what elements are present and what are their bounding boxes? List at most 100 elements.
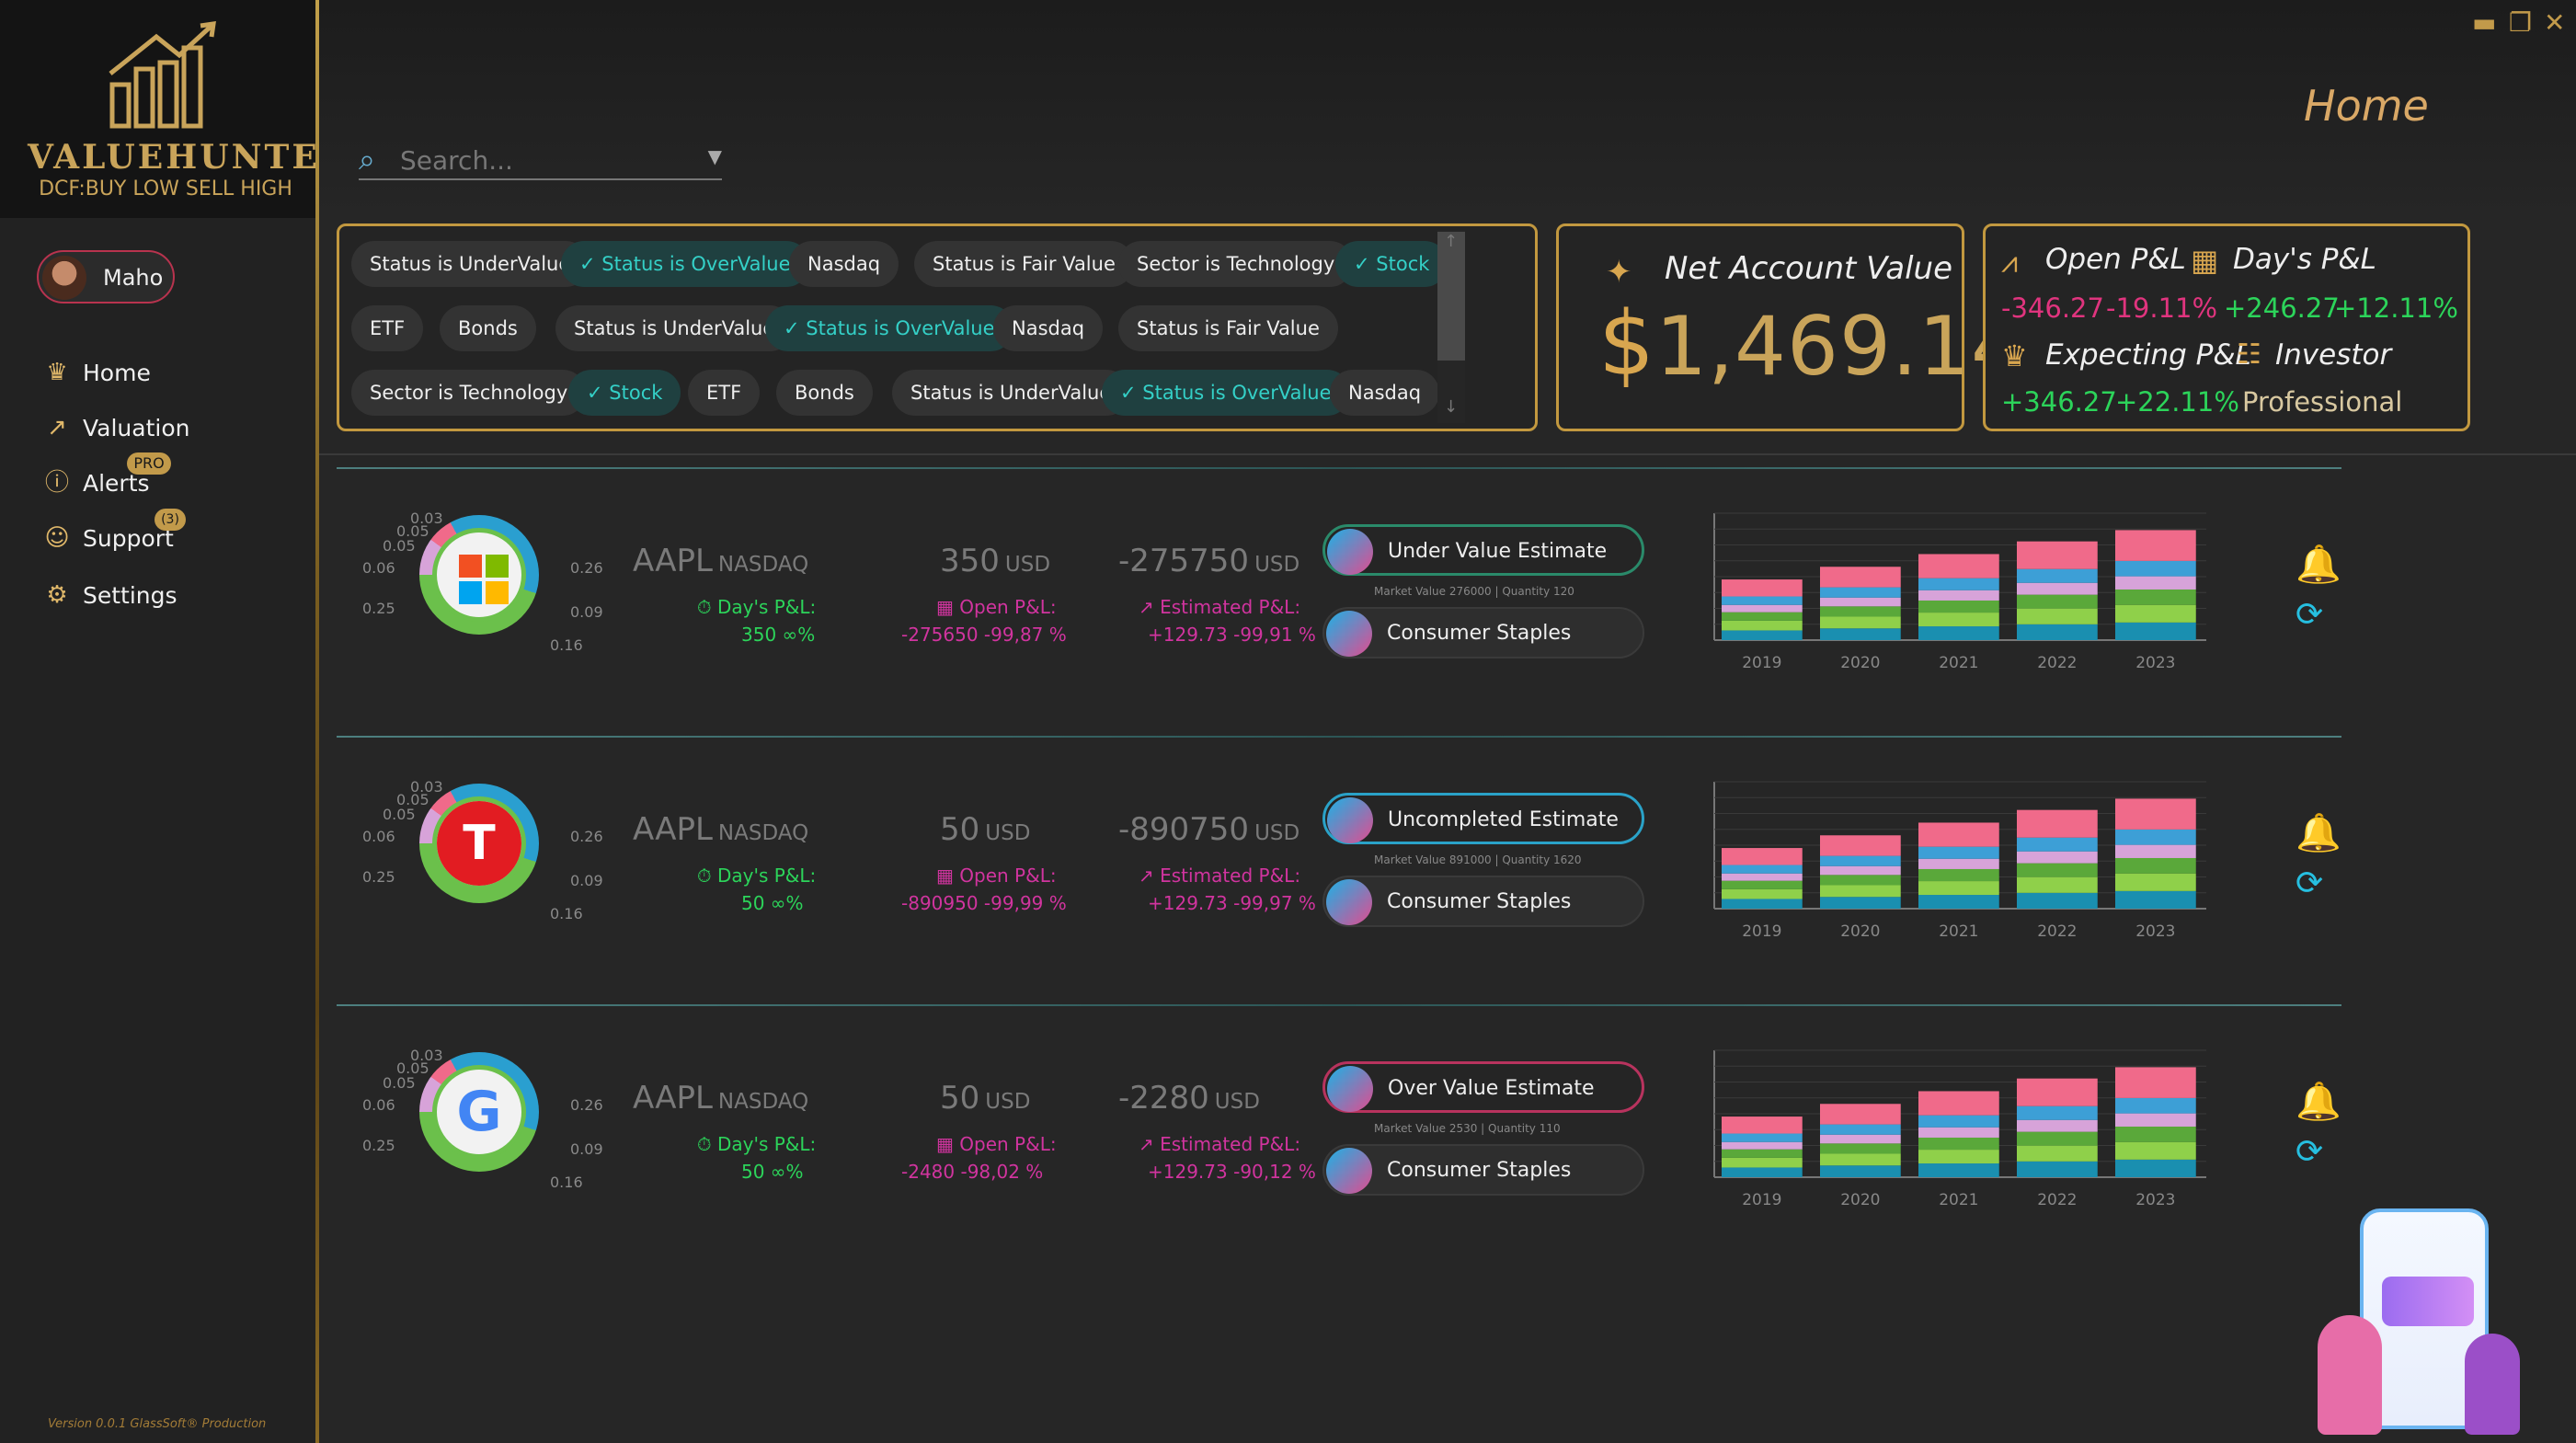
filter-chip[interactable]: ✓ Status is OverValue	[765, 305, 1013, 351]
day-pnl-label: ⏱ Day's P&L:	[697, 1133, 817, 1155]
bar-segment	[1918, 626, 1999, 640]
filter-chip[interactable]: ✓ Stock	[1335, 241, 1448, 287]
check-icon: ✓	[587, 382, 610, 404]
filter-chip[interactable]: Status is Fair Value	[914, 241, 1134, 287]
row-divider	[337, 1004, 2341, 1006]
filter-chip[interactable]: ✓ Stock	[568, 370, 681, 416]
donut-label: 0.09	[570, 1140, 603, 1158]
add-alert-icon[interactable]: 🔔	[2296, 544, 2341, 586]
filter-chip[interactable]: Status is Fair Value	[1118, 305, 1338, 351]
add-alert-icon[interactable]: 🔔	[2296, 1081, 2341, 1123]
maximize-button[interactable]: ❐	[2509, 7, 2533, 38]
bar-segment	[1722, 1141, 1803, 1150]
filter-chip-label: Status is Fair Value	[1137, 317, 1320, 339]
filter-chip-label: Sector is Technology	[370, 382, 568, 404]
market-value-hint: Market Value 2530 | Quantity 110	[1374, 1122, 1561, 1135]
filter-chip[interactable]: Status is UnderValue	[892, 370, 1130, 416]
filter-chip[interactable]: ✓ Status is OverValue	[561, 241, 809, 287]
bar-segment	[2017, 1145, 2098, 1162]
bar-segment	[2017, 608, 2098, 624]
chevron-down-icon[interactable]: ▼	[707, 145, 722, 167]
donut-label: 0.05	[396, 1059, 429, 1077]
sector-button[interactable]: Consumer Staples	[1322, 1144, 1644, 1196]
filter-chip[interactable]: Sector is Technology	[351, 370, 587, 416]
add-alert-icon[interactable]: 🔔	[2296, 812, 2341, 854]
filter-chip[interactable]: Sector is Technology	[1118, 241, 1354, 287]
filter-chip[interactable]: Bonds	[440, 305, 536, 351]
stock-row[interactable]: 0.03 0.05 0.05 0.06 0.25 0.26 0.09 0.16 …	[337, 460, 2341, 728]
bar-segment	[2115, 844, 2196, 858]
cost-value: -890750	[1118, 811, 1250, 848]
person-illustration	[2465, 1334, 2520, 1435]
bar-segment	[2017, 582, 2098, 595]
estimate-button[interactable]: Uncompleted Estimate	[1322, 793, 1644, 844]
bar	[1722, 848, 1803, 909]
bar-segment	[1722, 1117, 1803, 1134]
x-tick-label: 2021	[1939, 654, 1978, 672]
close-button[interactable]: ✕	[2544, 7, 2566, 38]
bar-segment	[2017, 624, 2098, 640]
refresh-icon[interactable]: ⟳	[2296, 596, 2324, 634]
estimate-button[interactable]: Under Value Estimate	[1322, 524, 1644, 576]
filter-chip-label: Stock	[609, 382, 663, 404]
filter-chip[interactable]: Bonds	[776, 370, 873, 416]
bar-segment	[1722, 899, 1803, 909]
open-pnl-text: Open P&L:	[959, 865, 1057, 887]
search-input[interactable]: ⌕ Search... ▼	[359, 140, 722, 180]
filter-chip[interactable]: ✓ Status is OverValue	[1102, 370, 1350, 416]
bar-segment	[2115, 1159, 2196, 1177]
filter-chip[interactable]: Status is UnderValue	[351, 241, 590, 287]
allocation-donut	[419, 515, 539, 635]
filter-chip[interactable]: Status is UnderValue	[555, 305, 794, 351]
sector-button[interactable]: Consumer Staples	[1322, 876, 1644, 927]
filter-chip-label: Status is UnderValue	[910, 382, 1112, 404]
bar-segment	[2017, 1131, 2098, 1146]
clipboard-search-icon: ⌕	[359, 142, 375, 177]
calendar-icon: ▦	[2191, 243, 2219, 278]
estimated-pnl-value: +129.73 -90,12 %	[1148, 1161, 1316, 1183]
filter-chip[interactable]: ETF	[688, 370, 761, 416]
sidebar-item-support[interactable]: ☺ Support	[44, 520, 173, 556]
ticker: AAPL NASDAQ	[633, 811, 808, 848]
sidebar-item-home[interactable]: ♛ Home	[44, 354, 150, 391]
day-pnl-label: ⏱ Day's P&L:	[697, 865, 817, 887]
refresh-icon[interactable]: ⟳	[2296, 1133, 2324, 1171]
open-pnl-label: ▦ Open P&L:	[936, 596, 1057, 618]
refresh-icon[interactable]: ⟳	[2296, 865, 2324, 902]
bar-segment	[1722, 620, 1803, 631]
filter-chip[interactable]: Nasdaq	[1330, 370, 1440, 416]
sidebar-item-settings[interactable]: ⚙ Settings	[44, 577, 177, 613]
row-divider	[337, 736, 2341, 738]
search-placeholder: Search...	[400, 145, 513, 176]
filter-chip-label: Status is OverValue	[806, 317, 995, 339]
bar-segment	[1820, 606, 1901, 617]
estimate-icon	[1327, 1066, 1373, 1112]
sidebar-item-valuation[interactable]: ↗ Valuation	[44, 409, 189, 446]
microsoft-logo	[432, 528, 526, 622]
bar-segment	[1820, 628, 1901, 640]
exchange: NASDAQ	[717, 553, 809, 577]
day-pnl-pct: +12.11%	[2334, 292, 2458, 324]
bar-segment	[1722, 873, 1803, 881]
filter-chip[interactable]: Nasdaq	[993, 305, 1104, 351]
scroll-down-icon[interactable]: ↓	[1444, 397, 1459, 417]
bar-segment	[2115, 589, 2196, 605]
estimated-pnl-text: Estimated P&L:	[1160, 865, 1301, 887]
stock-row[interactable]: G 0.03 0.05 0.05 0.06 0.25 0.26 0.09 0.1…	[337, 997, 2341, 1265]
quantity-value: 50	[940, 811, 980, 848]
sector-button[interactable]: Consumer Staples	[1322, 607, 1644, 659]
unit: USD	[1004, 553, 1051, 577]
filter-chip[interactable]: ETF	[351, 305, 424, 351]
estimate-button[interactable]: Over Value Estimate	[1322, 1061, 1644, 1113]
bar-segment	[1820, 616, 1901, 629]
filter-chip[interactable]: Nasdaq	[789, 241, 899, 287]
scroll-up-icon[interactable]: ↑	[1444, 232, 1459, 251]
scroll-thumb[interactable]	[1437, 232, 1465, 361]
donut-label: 0.05	[383, 537, 416, 555]
day-pnl-text: Day's P&L:	[716, 865, 817, 887]
user-profile-button[interactable]: Maho	[37, 250, 175, 303]
minimize-button[interactable]: ▬	[2472, 7, 2497, 38]
bar-segment	[2115, 829, 2196, 845]
open-pnl-value: -890950 -99,99 %	[901, 892, 1067, 914]
stock-row[interactable]: T 0.03 0.05 0.05 0.06 0.25 0.26 0.09 0.1…	[337, 728, 2341, 997]
